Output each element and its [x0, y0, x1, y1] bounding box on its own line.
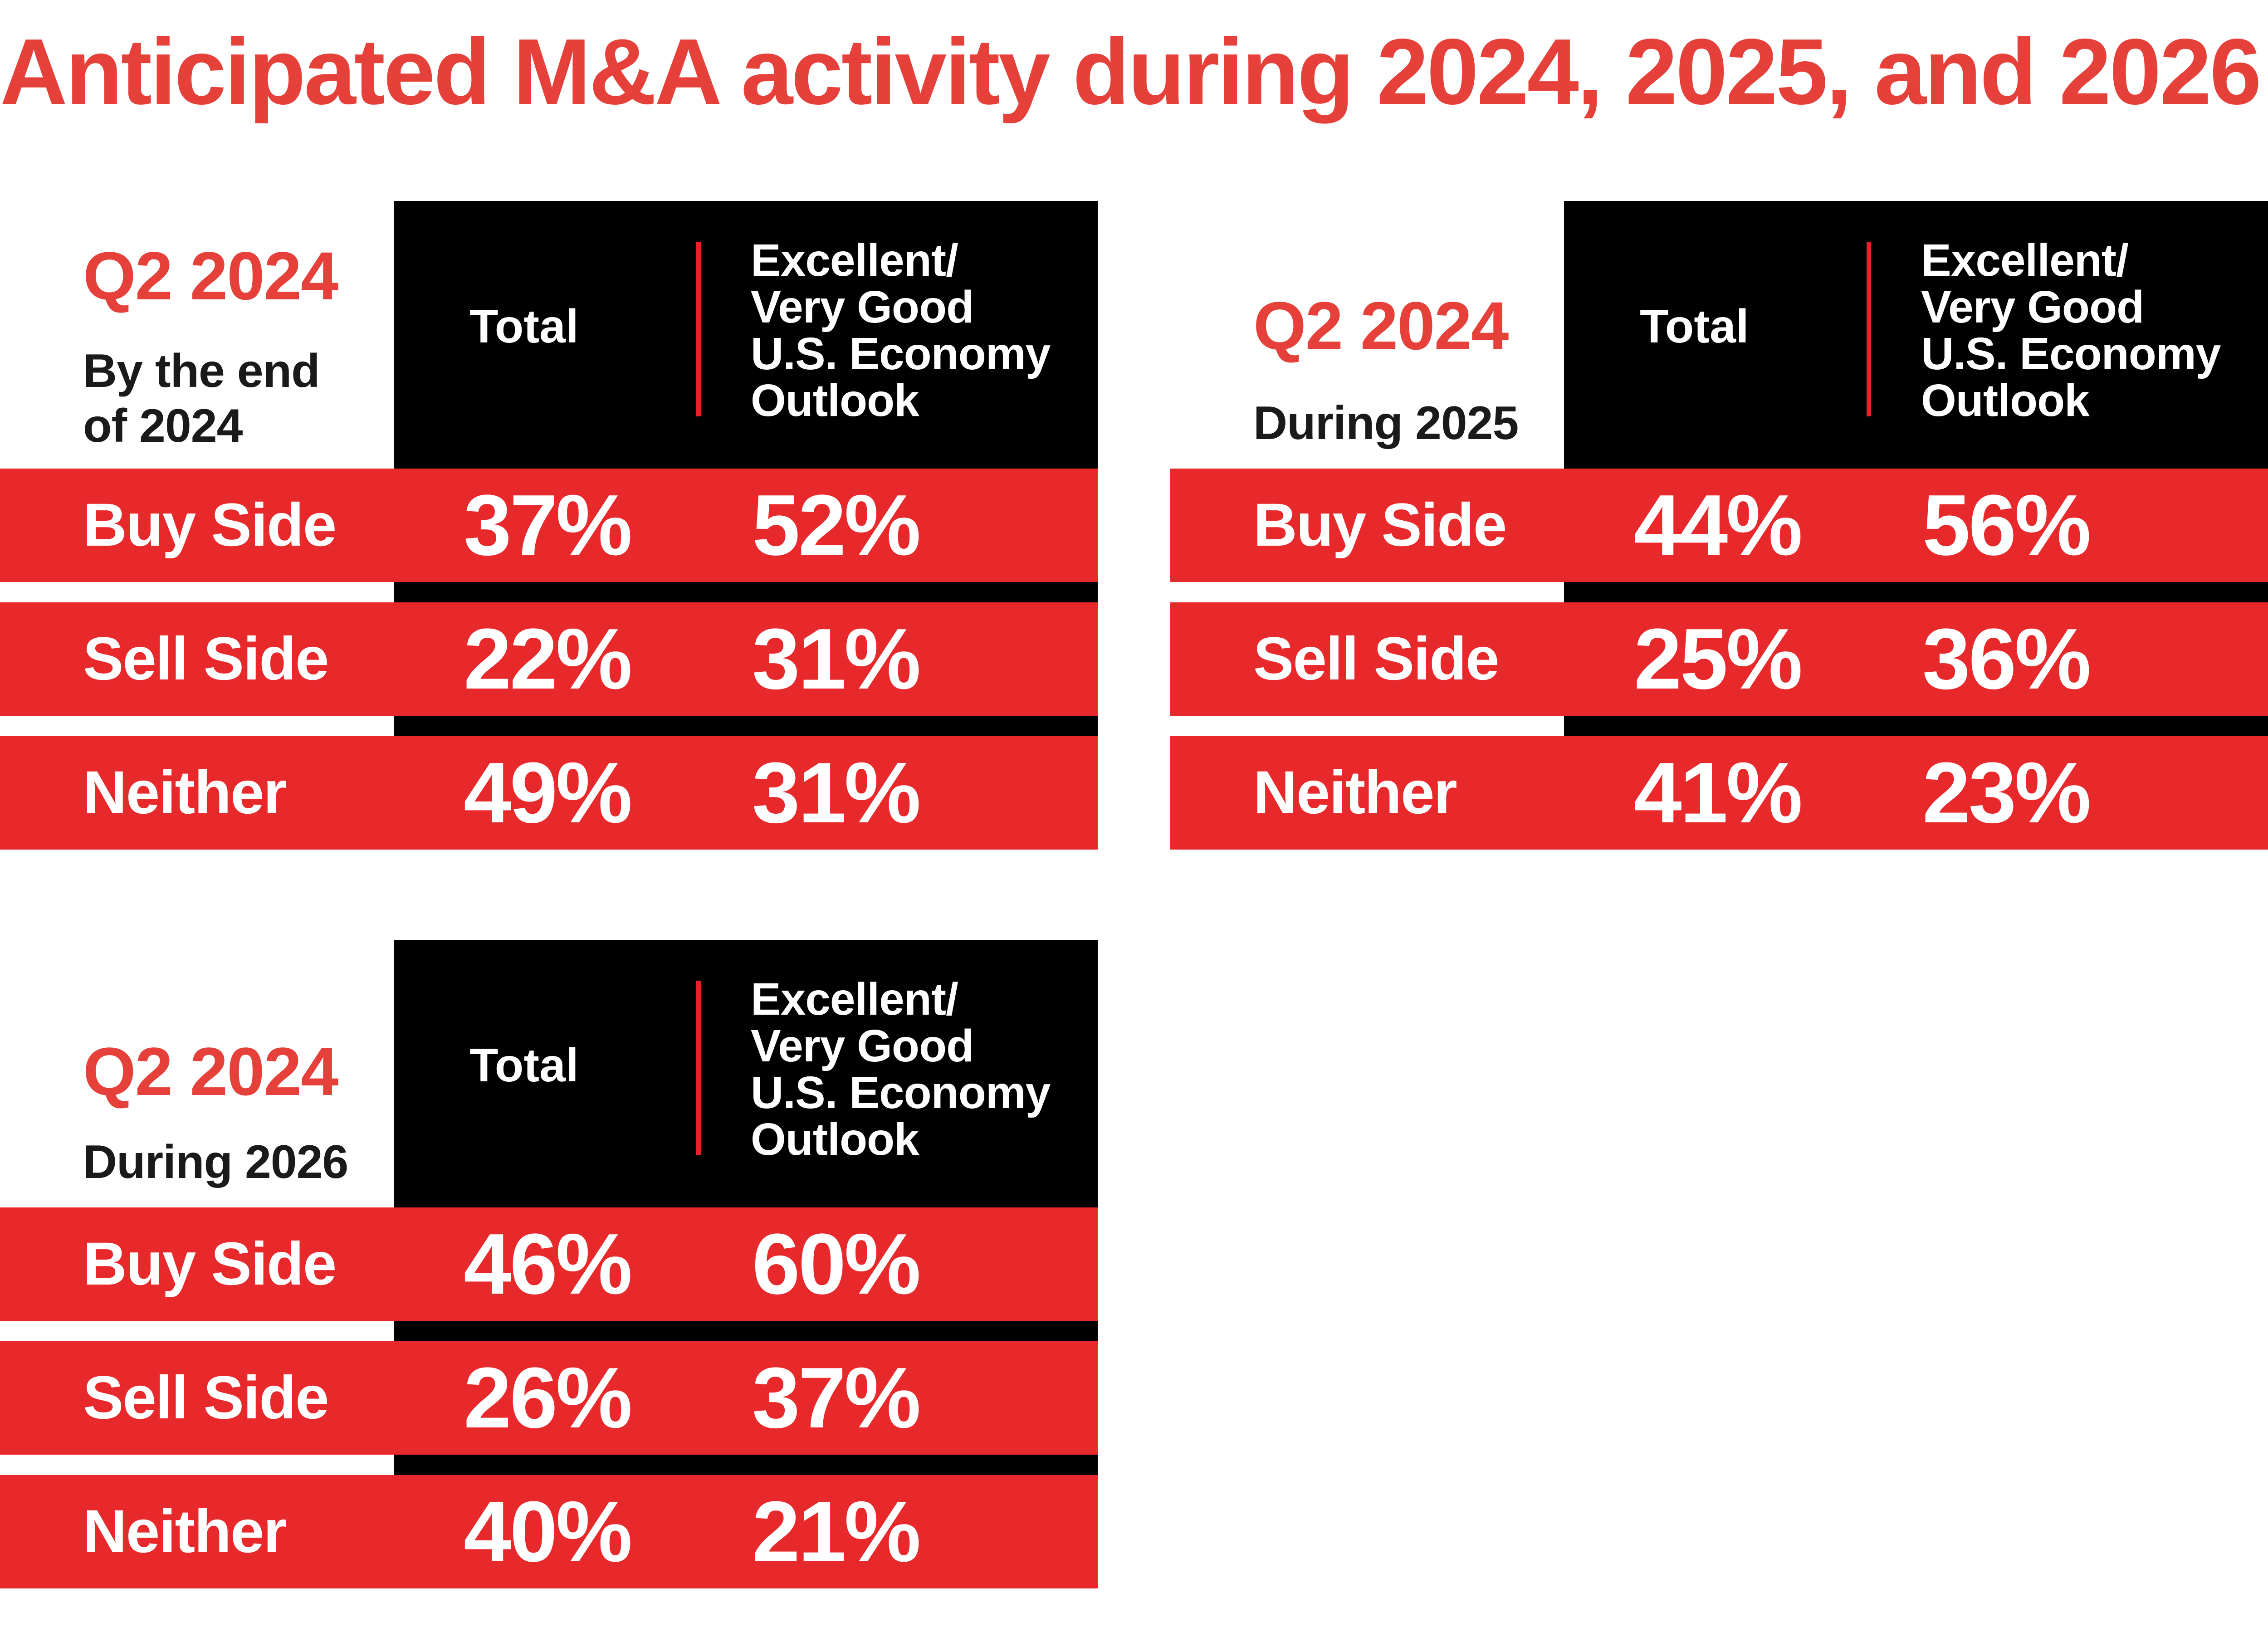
table-row-sell-side: Sell Side 26% 37% — [0, 1341, 1098, 1455]
column-header-outlook: Excellent/ Very Good U.S. Economy Outloo… — [751, 974, 1051, 1165]
value-outlook: 31% — [752, 611, 921, 707]
column-divider — [696, 242, 701, 416]
period-label: Q2 2024 — [83, 238, 338, 314]
column-header-outlook: Excellent/ Very Good U.S. Economy Outloo… — [751, 235, 1051, 426]
value-total: 46% — [464, 1216, 632, 1312]
row-label: Neither — [1253, 759, 1457, 826]
table-by-end-of-2024: Q2 2024 By the end of 2024 Total Excelle… — [0, 201, 1098, 850]
value-outlook: 56% — [1922, 477, 2091, 573]
column-header-outlook: Excellent/ Very Good U.S. Economy Outloo… — [1921, 235, 2221, 426]
row-label: Sell Side — [1253, 625, 1500, 693]
table-row-neither: Neither 49% 31% — [0, 736, 1098, 850]
row-label: Neither — [83, 759, 287, 826]
table-row-sell-side: Sell Side 22% 31% — [0, 602, 1098, 716]
table-during-2026: Q2 2024 During 2026 Total Excellent/ Ver… — [0, 940, 1098, 1588]
value-outlook: 60% — [752, 1216, 921, 1312]
row-label: Buy Side — [83, 1230, 337, 1298]
column-divider — [1867, 242, 1871, 416]
row-label: Buy Side — [1253, 491, 1507, 559]
column-header-total: Total — [469, 1039, 579, 1092]
period-label: Q2 2024 — [1253, 288, 1509, 364]
row-label: Buy Side — [83, 491, 337, 559]
value-total: 37% — [464, 477, 632, 573]
table-row-buy-side: Buy Side 44% 56% — [1170, 469, 2268, 582]
period-label: Q2 2024 — [83, 1033, 338, 1109]
value-outlook: 23% — [1922, 745, 2091, 841]
row-label: Sell Side — [83, 625, 329, 693]
period-subtitle: During 2025 — [1253, 397, 1519, 450]
value-total: 49% — [464, 745, 632, 841]
value-total: 41% — [1634, 745, 1803, 841]
table-row-buy-side: Buy Side 37% 52% — [0, 469, 1098, 582]
value-total: 40% — [464, 1484, 632, 1580]
period-subtitle: By the end of 2024 — [83, 345, 320, 452]
row-label: Neither — [83, 1498, 287, 1565]
page-title: Anticipated M&A activity during 2024, 20… — [0, 20, 2262, 124]
column-header-total: Total — [469, 300, 579, 353]
table-row-neither: Neither 40% 21% — [0, 1475, 1098, 1588]
value-outlook: 37% — [752, 1350, 921, 1446]
value-total: 44% — [1634, 477, 1803, 573]
table-during-2025: Q2 2024 During 2025 Total Excellent/ Ver… — [1170, 201, 2268, 850]
value-outlook: 36% — [1922, 611, 2091, 707]
value-total: 25% — [1634, 611, 1803, 707]
value-outlook: 52% — [752, 477, 921, 573]
column-divider — [696, 981, 701, 1155]
value-total: 22% — [464, 611, 632, 707]
period-subtitle: During 2026 — [83, 1136, 348, 1188]
value-total: 26% — [464, 1350, 632, 1446]
column-header-total: Total — [1640, 300, 1749, 353]
table-row-neither: Neither 41% 23% — [1170, 736, 2268, 850]
table-row-sell-side: Sell Side 25% 36% — [1170, 602, 2268, 716]
value-outlook: 31% — [752, 745, 921, 841]
value-outlook: 21% — [752, 1484, 921, 1580]
table-row-buy-side: Buy Side 46% 60% — [0, 1207, 1098, 1321]
row-label: Sell Side — [83, 1364, 329, 1432]
